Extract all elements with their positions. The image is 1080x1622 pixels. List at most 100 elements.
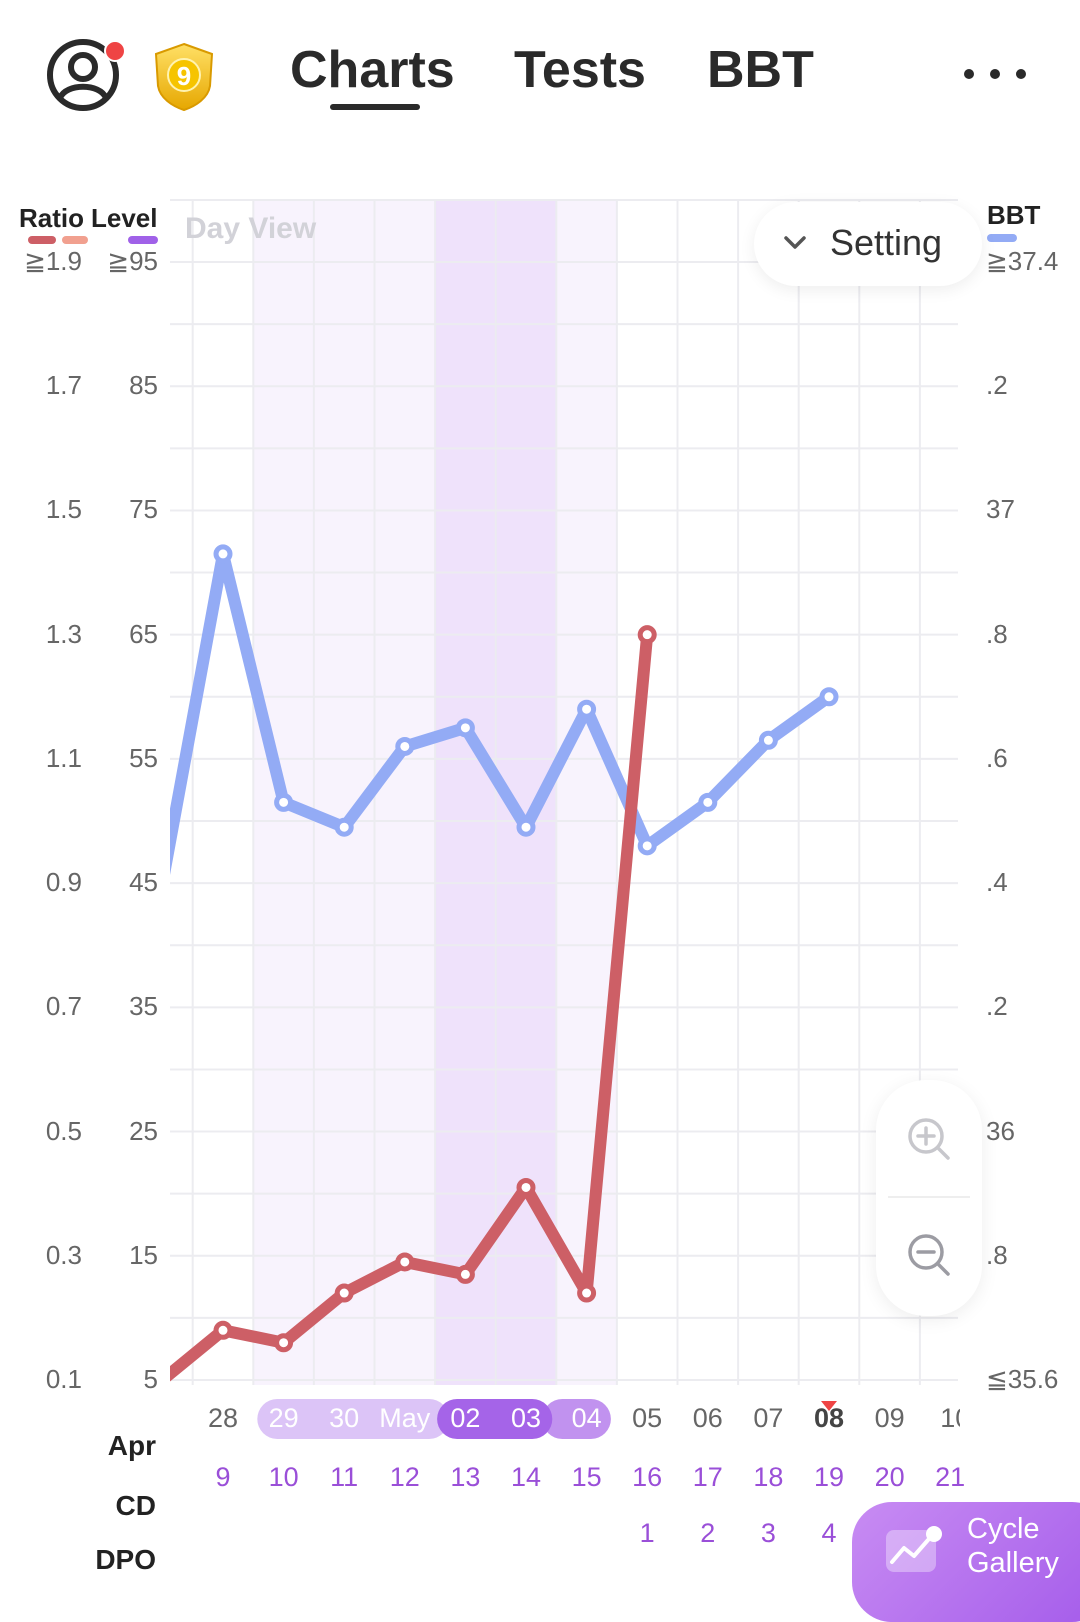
- ratio-light-legend-swatch: [62, 236, 88, 244]
- bbt-tick-label: .6: [986, 742, 1008, 773]
- zoom-in-icon[interactable]: [906, 1116, 952, 1162]
- month-label: Apr: [107, 1430, 156, 1461]
- date-cell[interactable]: 08: [813, 1403, 845, 1433]
- notification-dot: [104, 40, 126, 62]
- ratio-point[interactable]: [334, 1283, 354, 1303]
- ratio-point[interactable]: [637, 625, 657, 645]
- ratio-point[interactable]: [516, 1177, 536, 1197]
- date-cell[interactable]: 30: [329, 1403, 360, 1433]
- cycle-day-cell: 12: [389, 1462, 420, 1492]
- ratio-point[interactable]: [213, 1320, 233, 1340]
- dpo-cell: 3: [760, 1518, 776, 1548]
- ratio-tick-label: ≧1.9: [24, 246, 82, 276]
- date-cell[interactable]: 06: [692, 1403, 723, 1433]
- bbt-point[interactable]: [637, 836, 657, 856]
- user-avatar-icon[interactable]: [46, 38, 120, 112]
- ratio-tick-label: 1.3: [45, 618, 82, 649]
- bbt-point[interactable]: [698, 792, 718, 812]
- cycle-gallery-button[interactable]: Cycle Gallery: [852, 1502, 1080, 1622]
- level-tick-label: 55: [129, 742, 158, 773]
- ratio-point[interactable]: [274, 1333, 294, 1353]
- bbt-tick-label: 36: [986, 1115, 1015, 1146]
- dpo-cell: 1: [639, 1518, 655, 1548]
- bbt-point[interactable]: [395, 736, 415, 756]
- bbt-tick-label: .8: [986, 618, 1008, 649]
- level-tick-label: 45: [129, 867, 158, 898]
- bbt-point[interactable]: [758, 730, 778, 750]
- cycle-day-cell: 18: [753, 1462, 784, 1492]
- cycle-day-cell: 14: [510, 1462, 542, 1492]
- bbt-legend-swatch: [987, 234, 1017, 242]
- ratio-point[interactable]: [395, 1252, 415, 1272]
- cycle-day-cell: 15: [571, 1462, 602, 1492]
- date-cell[interactable]: 09: [874, 1403, 905, 1433]
- level-legend-title: Level: [91, 203, 158, 233]
- date-cell[interactable]: 28: [207, 1403, 239, 1433]
- gallery-chart-icon: [886, 1526, 942, 1572]
- badge-level: 9: [177, 61, 191, 91]
- cycle-day-cell: 11: [330, 1462, 359, 1492]
- date-cell[interactable]: 02: [450, 1403, 481, 1433]
- ratio-tick-label: 0.3: [45, 1239, 82, 1270]
- date-cell[interactable]: 03: [510, 1403, 542, 1433]
- ratio-point[interactable]: [577, 1283, 597, 1303]
- level-tick-label: 15: [129, 1239, 158, 1270]
- level-tick-label: 85: [129, 370, 158, 401]
- cycle-day-cell: 20: [874, 1462, 905, 1492]
- level-tick-label: 35: [129, 991, 158, 1022]
- today-marker: [821, 1401, 837, 1411]
- bbt-point[interactable]: [455, 718, 475, 738]
- bbt-point[interactable]: [516, 817, 536, 837]
- ratio-tick-label: 0.7: [45, 991, 82, 1022]
- ratio-tick-label: 1.1: [45, 742, 82, 773]
- setting-button[interactable]: Setting: [754, 202, 982, 286]
- ratio-legend-swatch: [28, 236, 56, 244]
- ratio-tick-label: 0.9: [45, 867, 82, 898]
- cycle-day-cell: 9: [215, 1462, 231, 1492]
- level-tick-label: 65: [129, 618, 158, 649]
- bbt-tick-label: .2: [986, 991, 1008, 1022]
- dpo-row-label: DPO: [95, 1544, 156, 1575]
- bbt-tick-label: 37: [986, 494, 1015, 525]
- tab-bbt[interactable]: BBT: [707, 41, 814, 99]
- zoom-out-icon[interactable]: [906, 1232, 952, 1278]
- bbt-point[interactable]: [577, 699, 597, 719]
- ratio-point[interactable]: [455, 1264, 475, 1284]
- bbt-tick-label: .8: [986, 1239, 1008, 1270]
- date-cell[interactable]: 04: [571, 1403, 602, 1433]
- ratio-tick-label: 1.5: [45, 494, 82, 525]
- level-tick-label: ≧95: [107, 246, 158, 276]
- cycle-day-cell: 21: [935, 1462, 966, 1492]
- tab-tests[interactable]: Tests: [514, 41, 646, 99]
- more-icon[interactable]: [960, 52, 1030, 92]
- level-legend-swatch: [128, 236, 158, 244]
- bbt-tick-label: ≧37.4: [986, 246, 1059, 276]
- cycle-gallery-label: Cycle Gallery: [967, 1513, 1059, 1579]
- fertile-date-pill: [257, 1399, 450, 1439]
- series-group: [170, 544, 839, 1382]
- chevron-down-icon: [784, 236, 806, 249]
- date-cell[interactable]: 05: [632, 1403, 663, 1433]
- cycle-day-cell: 19: [813, 1462, 845, 1492]
- cycle-day-cell: 16: [632, 1462, 663, 1492]
- level-badge-icon[interactable]: 9: [152, 42, 216, 112]
- cycle-day-cell: 13: [450, 1462, 481, 1492]
- zoom-controls: [876, 1080, 982, 1316]
- date-cell[interactable]: May: [379, 1403, 431, 1433]
- tab-underline: [330, 104, 420, 110]
- ratio-legend-title: Ratio: [19, 203, 84, 233]
- date-cell[interactable]: 29: [268, 1403, 299, 1433]
- cd-row-label: CD: [115, 1490, 156, 1521]
- bbt-point[interactable]: [213, 544, 233, 564]
- level-tick-label: 5: [143, 1364, 158, 1394]
- date-cell[interactable]: 10: [940, 1403, 960, 1433]
- bbt-point[interactable]: [274, 792, 294, 812]
- bbt-point[interactable]: [334, 817, 354, 837]
- tab-charts[interactable]: Charts: [290, 41, 455, 99]
- cycle-day-cell: 17: [692, 1462, 723, 1492]
- date-cell[interactable]: 07: [753, 1403, 784, 1433]
- setting-label: Setting: [830, 222, 943, 263]
- cycle-day-cell: 10: [268, 1462, 299, 1492]
- bbt-point[interactable]: [819, 687, 839, 707]
